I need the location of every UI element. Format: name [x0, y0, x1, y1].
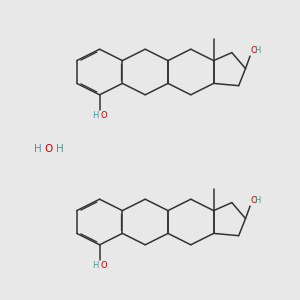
Text: O: O — [100, 261, 107, 270]
Text: H: H — [56, 143, 64, 154]
Text: H: H — [92, 111, 98, 120]
Text: O: O — [251, 196, 257, 205]
Text: H: H — [34, 143, 41, 154]
Text: H: H — [254, 46, 260, 55]
Text: O: O — [100, 111, 107, 120]
Text: O: O — [44, 143, 53, 154]
Text: H: H — [254, 196, 260, 205]
Text: O: O — [251, 46, 257, 55]
Text: H: H — [92, 261, 98, 270]
